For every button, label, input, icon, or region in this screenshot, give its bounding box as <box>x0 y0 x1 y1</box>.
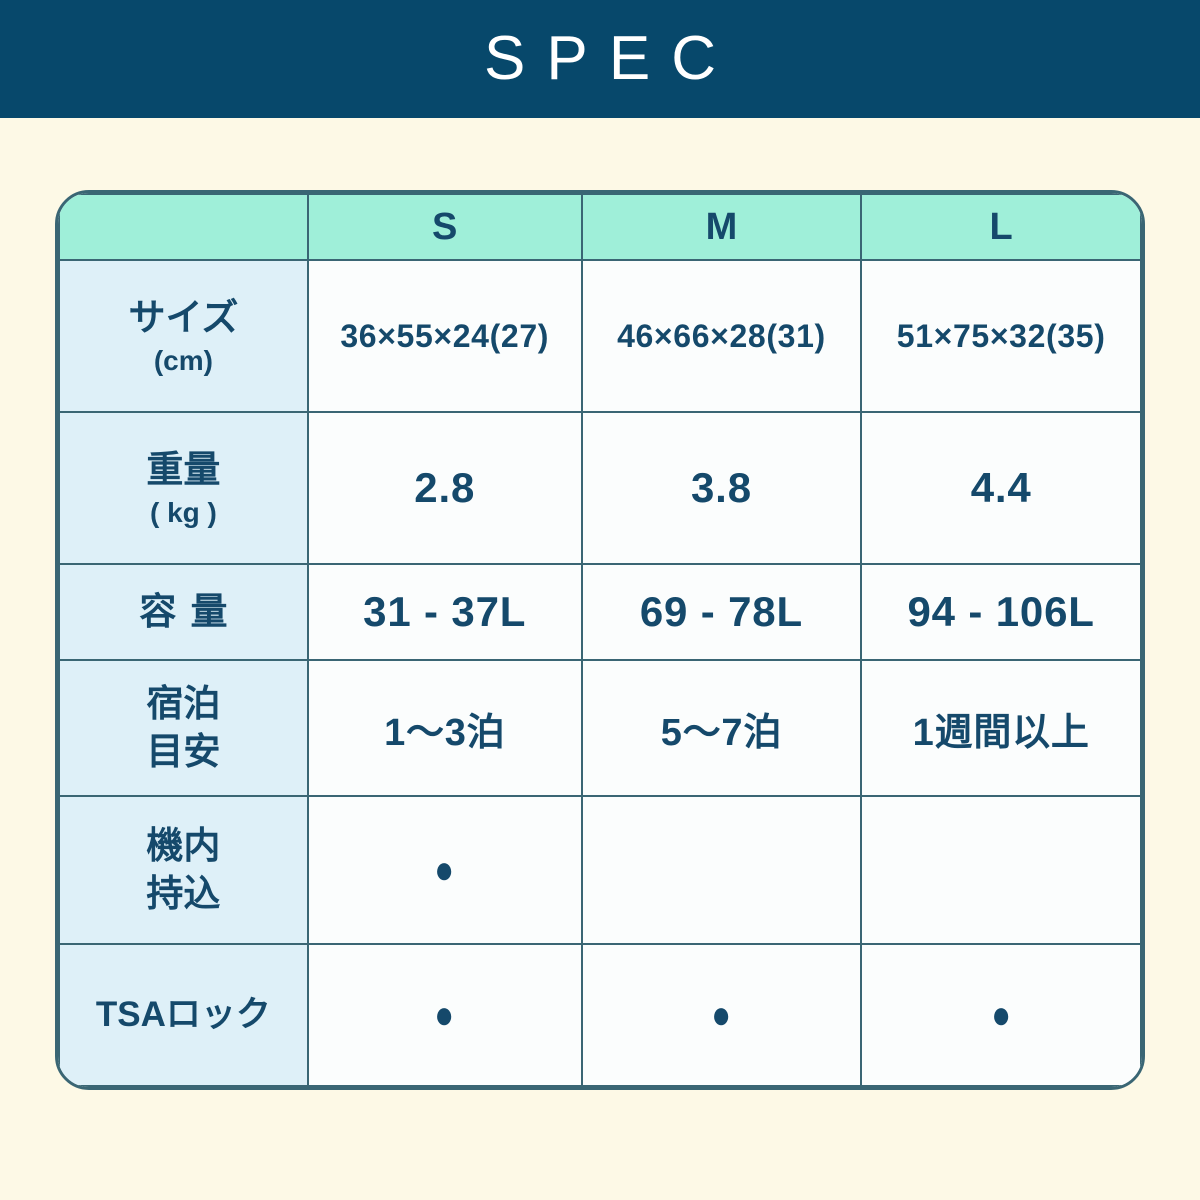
cell-tsa-l: ● <box>860 943 1142 1087</box>
table-row-size: サイズ (cm) 36×55×24(27) 46×66×28(31) 51×75… <box>58 259 1142 413</box>
table-row-capacity: 容量 31 - 37L 69 - 78L 94 - 106L <box>58 563 1142 661</box>
capacity-l-value: 94 - 106L <box>907 588 1095 635</box>
cell-tsa-s: ● <box>306 943 583 1087</box>
weight-m-value: 3.8 <box>690 464 752 511</box>
cell-carryon-l <box>860 795 1142 945</box>
content: S M L サイズ (cm) 36×55×24(27) 46×66×28(31)… <box>0 190 1200 1090</box>
column-header-s: S <box>306 193 583 261</box>
column-header-m: M <box>580 193 863 261</box>
row-label-size-unit: (cm) <box>153 345 213 377</box>
weight-l-value: 4.4 <box>970 464 1032 511</box>
row-label-carryon-line2: 持込 <box>146 873 221 914</box>
weight-s-value: 2.8 <box>414 464 476 511</box>
spec-table: S M L サイズ (cm) 36×55×24(27) 46×66×28(31)… <box>55 190 1145 1090</box>
cell-weight-s: 2.8 <box>306 411 583 565</box>
dot-icon: ● <box>991 993 1012 1037</box>
page-title: SPEC <box>483 24 738 93</box>
cell-capacity-s: 31 - 37L <box>306 563 583 661</box>
spec-banner: SPEC <box>0 0 1200 118</box>
size-s-value: 36×55×24(27) <box>340 317 550 354</box>
row-label-tsa-text: TSAロック <box>95 995 271 1035</box>
table-header-row: S M L <box>58 193 1142 261</box>
cell-carryon-m <box>580 795 863 945</box>
dot-icon: ● <box>434 848 455 892</box>
cell-stay-l: 1週間以上 <box>860 659 1142 797</box>
cell-size-m: 46×66×28(31) <box>580 259 863 413</box>
row-label-stay-line2: 目安 <box>146 731 221 772</box>
capacity-s-value: 31 - 37L <box>363 588 527 635</box>
table-row-weight: 重量 ( kg ) 2.8 3.8 4.4 <box>58 411 1142 565</box>
dot-icon: ● <box>434 993 455 1037</box>
cell-size-s: 36×55×24(27) <box>306 259 583 413</box>
size-l-value: 51×75×32(35) <box>896 317 1106 354</box>
table-row-carryon: 機内 持込 ● <box>58 795 1142 945</box>
row-label-tsa: TSAロック <box>58 943 309 1087</box>
table-row-stay: 宿泊 目安 1〜3泊 5〜7泊 1週間以上 <box>58 659 1142 797</box>
cell-stay-m: 5〜7泊 <box>580 659 863 797</box>
cell-weight-l: 4.4 <box>860 411 1142 565</box>
row-label-weight-unit: ( kg ) <box>149 497 217 529</box>
cell-weight-m: 3.8 <box>580 411 863 565</box>
row-label-carryon-line1: 機内 <box>146 824 221 866</box>
row-label-stay: 宿泊 目安 <box>58 659 309 797</box>
row-label-size: サイズ (cm) <box>58 259 309 413</box>
cell-stay-s: 1〜3泊 <box>306 659 583 797</box>
row-label-size-text: サイズ <box>128 297 239 339</box>
row-label-capacity-text: 容量 <box>139 590 242 632</box>
size-m-value: 46×66×28(31) <box>617 317 826 354</box>
cell-capacity-m: 69 - 78L <box>580 563 863 661</box>
cell-tsa-m: ● <box>580 943 863 1087</box>
cell-size-l: 51×75×32(35) <box>860 259 1142 413</box>
table-row-tsa: TSAロック ● ● ● <box>58 943 1142 1087</box>
stay-m-value: 5〜7泊 <box>660 711 783 754</box>
row-label-weight: 重量 ( kg ) <box>58 411 309 565</box>
cell-capacity-l: 94 - 106L <box>860 563 1142 661</box>
stay-s-value: 1〜3泊 <box>384 711 506 754</box>
spec-table-grid: S M L サイズ (cm) 36×55×24(27) 46×66×28(31)… <box>58 193 1142 1087</box>
row-label-stay-line1: 宿泊 <box>146 682 221 724</box>
dot-icon: ● <box>711 993 732 1037</box>
row-label-capacity: 容量 <box>58 563 309 661</box>
stay-l-value: 1週間以上 <box>912 711 1090 754</box>
column-header-l: L <box>860 193 1142 261</box>
capacity-m-value: 69 - 78L <box>639 588 803 635</box>
row-label-weight-text: 重量 <box>146 449 221 491</box>
row-label-carryon: 機内 持込 <box>58 795 309 945</box>
header-empty-cell <box>58 193 309 261</box>
cell-carryon-s: ● <box>306 795 583 945</box>
